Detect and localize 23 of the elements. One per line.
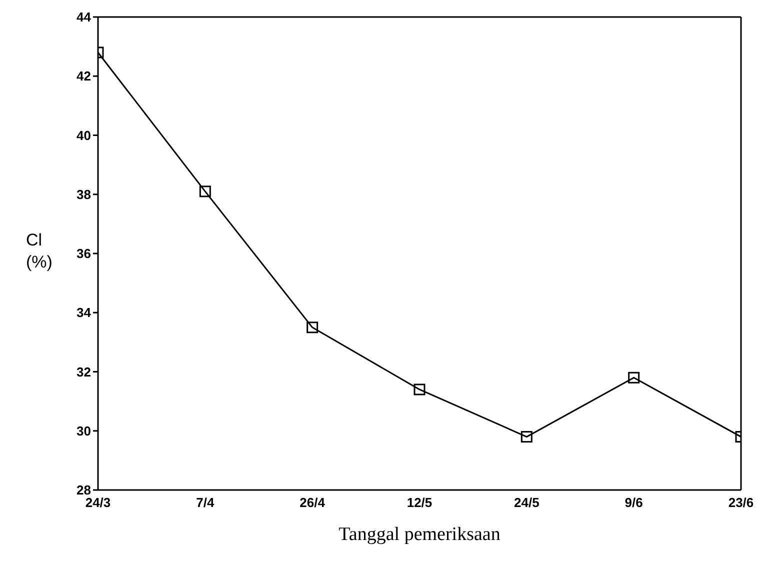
point [306, 322, 318, 334]
y-tick-label: 34 [76, 305, 92, 320]
x-tick-label: 12/5 [406, 495, 432, 510]
x-tick-label: 23/6 [728, 495, 754, 510]
point [414, 384, 426, 396]
point [628, 372, 640, 384]
x-tick-label: 9/6 [624, 495, 643, 510]
point [520, 431, 532, 443]
y-tick-label: 36 [76, 246, 91, 262]
x-axis-title: Tanggal pemeriksaan [338, 524, 501, 545]
x-tick-label: 24/5 [514, 495, 540, 510]
y-tick-label: 30 [76, 423, 91, 438]
y-tick-label: 38 [76, 186, 91, 202]
y-tick-label: 40 [76, 128, 91, 143]
x-tick-label: 24/3 [85, 495, 111, 510]
y-tick-label: 28 [76, 482, 91, 498]
x-tick-label: 26/4 [300, 495, 326, 510]
y-axis-title: Cl (%) [26, 230, 52, 272]
y-tick-label: 42 [76, 68, 91, 84]
x-tick-label: 7/4 [196, 495, 215, 510]
y-tick-label: 44 [76, 10, 92, 25]
y-tick-label: 32 [76, 364, 91, 380]
point [199, 186, 211, 198]
